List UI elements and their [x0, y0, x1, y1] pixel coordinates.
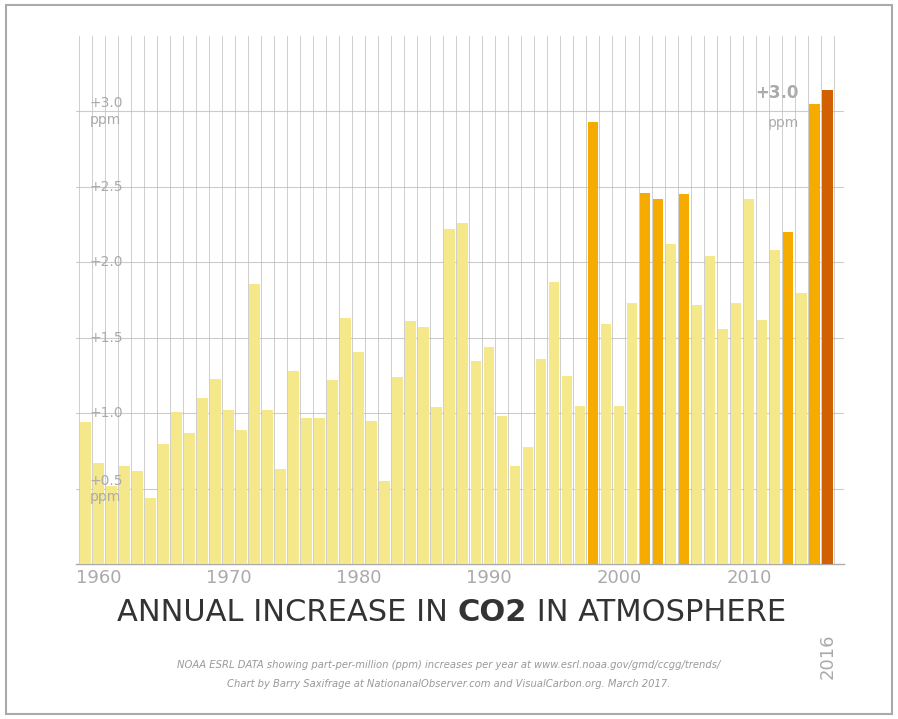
Text: ANNUAL INCREASE IN: ANNUAL INCREASE IN [117, 598, 457, 627]
Text: +2.5: +2.5 [89, 180, 123, 194]
Bar [705, 257, 716, 564]
Bar [172, 412, 182, 564]
Text: +3.0
ppm: +3.0 ppm [89, 96, 123, 127]
Bar [302, 418, 312, 564]
Bar [184, 433, 195, 564]
Bar [158, 444, 169, 564]
Bar [509, 467, 520, 564]
Text: +0.5
ppm: +0.5 ppm [89, 474, 123, 504]
Bar [328, 380, 338, 564]
Text: +2.0: +2.0 [89, 255, 123, 270]
Text: ppm: ppm [767, 116, 798, 129]
Bar [132, 471, 143, 564]
Bar [210, 379, 221, 564]
Bar [405, 321, 416, 564]
Bar [288, 371, 299, 564]
Text: CO2: CO2 [457, 598, 527, 627]
Bar [691, 305, 702, 564]
Text: IN ATMOSPHERE: IN ATMOSPHERE [527, 598, 786, 627]
Bar [679, 195, 690, 564]
Bar [731, 303, 742, 564]
Bar [770, 250, 780, 564]
Bar [744, 199, 754, 564]
Bar [392, 377, 403, 564]
Bar [366, 421, 377, 564]
Bar [457, 223, 468, 564]
Bar [783, 232, 794, 564]
Text: NOAA ESRL DATA showing part-per-million (ppm) increases per year at www.esrl.noa: NOAA ESRL DATA showing part-per-million … [177, 660, 721, 670]
Bar [757, 320, 768, 564]
Bar [497, 416, 507, 564]
Bar [665, 244, 676, 564]
Bar [796, 293, 806, 564]
Bar [106, 486, 117, 564]
Bar [471, 360, 481, 564]
Text: +1.0: +1.0 [89, 406, 123, 421]
Text: +1.5: +1.5 [89, 331, 123, 345]
Bar [250, 283, 260, 564]
Bar [549, 282, 559, 564]
Bar [535, 359, 546, 564]
Bar [262, 411, 273, 564]
Bar [613, 406, 624, 564]
Bar [354, 352, 364, 564]
Bar [575, 406, 585, 564]
Bar [718, 329, 728, 564]
Bar [380, 482, 390, 564]
Bar [340, 319, 351, 564]
Bar [276, 470, 286, 564]
Bar [93, 463, 104, 564]
Bar [314, 418, 325, 564]
Bar [418, 327, 429, 564]
Bar [431, 408, 442, 564]
Bar [639, 193, 650, 564]
Bar [198, 398, 208, 564]
Bar [601, 324, 612, 564]
Bar [822, 91, 832, 564]
Text: +3.0: +3.0 [755, 84, 798, 102]
Bar [483, 347, 494, 564]
Bar [236, 430, 247, 564]
Text: 2016: 2016 [818, 633, 836, 679]
Bar [809, 104, 820, 564]
Text: Chart by Barry Saxifrage at NationanalObserver.com and VisualCarbon.org. March 2: Chart by Barry Saxifrage at NationanalOb… [227, 679, 671, 690]
Bar [523, 446, 533, 564]
Bar [145, 498, 156, 564]
Bar [561, 375, 572, 564]
Bar [627, 303, 638, 564]
Bar [119, 467, 130, 564]
Bar [653, 199, 664, 564]
Bar [587, 122, 598, 564]
Bar [445, 229, 455, 564]
Bar [224, 411, 233, 564]
Bar [80, 423, 91, 564]
